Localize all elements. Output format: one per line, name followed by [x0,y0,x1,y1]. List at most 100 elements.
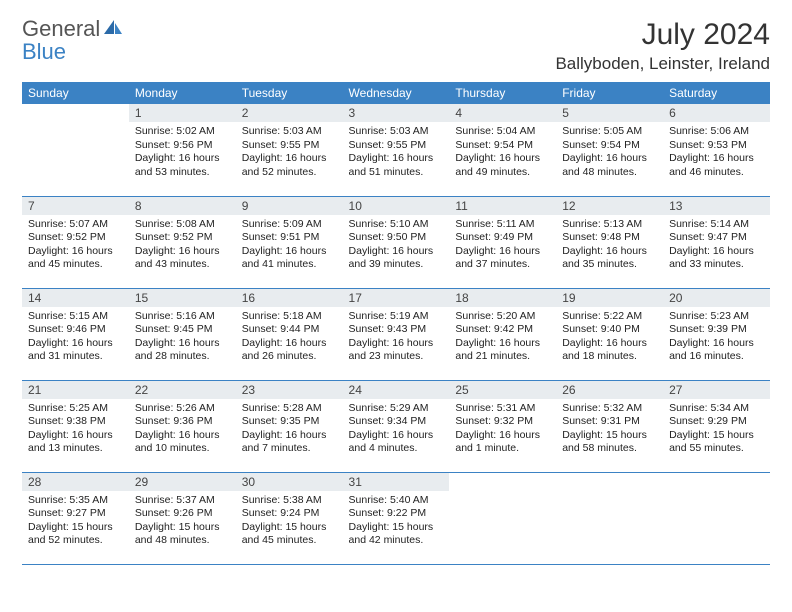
sunset-text: Sunset: 9:40 PM [562,323,657,337]
sunrise-text: Sunrise: 5:08 AM [135,218,230,232]
sunrise-text: Sunrise: 5:13 AM [562,218,657,232]
calendar-week-row: 21Sunrise: 5:25 AMSunset: 9:38 PMDayligh… [22,380,770,472]
sunrise-text: Sunrise: 5:25 AM [28,402,123,416]
daylight-text: Daylight: 16 hours and 52 minutes. [242,152,337,179]
day-body: Sunrise: 5:40 AMSunset: 9:22 PMDaylight:… [343,491,450,555]
day-number: 17 [343,289,450,307]
sunrise-text: Sunrise: 5:37 AM [135,494,230,508]
day-body: Sunrise: 5:16 AMSunset: 9:45 PMDaylight:… [129,307,236,371]
weekday-header: Tuesday [236,82,343,104]
daylight-text: Daylight: 16 hours and 43 minutes. [135,245,230,272]
daylight-text: Daylight: 16 hours and 53 minutes. [135,152,230,179]
calendar-day-cell: 29Sunrise: 5:37 AMSunset: 9:26 PMDayligh… [129,472,236,564]
day-number: 27 [663,381,770,399]
calendar-week-row: 28Sunrise: 5:35 AMSunset: 9:27 PMDayligh… [22,472,770,564]
sunset-text: Sunset: 9:29 PM [669,415,764,429]
day-number: 21 [22,381,129,399]
day-body: Sunrise: 5:03 AMSunset: 9:55 PMDaylight:… [343,122,450,186]
sunset-text: Sunset: 9:54 PM [455,139,550,153]
calendar-day-cell: 10Sunrise: 5:10 AMSunset: 9:50 PMDayligh… [343,196,450,288]
header: General Blue July 2024 Ballyboden, Leins… [22,18,770,74]
day-number: 12 [556,197,663,215]
sunrise-text: Sunrise: 5:23 AM [669,310,764,324]
daylight-text: Daylight: 16 hours and 37 minutes. [455,245,550,272]
calendar-day-cell [449,472,556,564]
calendar-day-cell: 28Sunrise: 5:35 AMSunset: 9:27 PMDayligh… [22,472,129,564]
day-body: Sunrise: 5:20 AMSunset: 9:42 PMDaylight:… [449,307,556,371]
daylight-text: Daylight: 16 hours and 28 minutes. [135,337,230,364]
daylight-text: Daylight: 16 hours and 45 minutes. [28,245,123,272]
calendar-week-row: 14Sunrise: 5:15 AMSunset: 9:46 PMDayligh… [22,288,770,380]
sunrise-text: Sunrise: 5:09 AM [242,218,337,232]
day-number: 19 [556,289,663,307]
calendar-day-cell: 20Sunrise: 5:23 AMSunset: 9:39 PMDayligh… [663,288,770,380]
day-body: Sunrise: 5:06 AMSunset: 9:53 PMDaylight:… [663,122,770,186]
day-body: Sunrise: 5:05 AMSunset: 9:54 PMDaylight:… [556,122,663,186]
day-body: Sunrise: 5:19 AMSunset: 9:43 PMDaylight:… [343,307,450,371]
day-number: 28 [22,473,129,491]
daylight-text: Daylight: 16 hours and 21 minutes. [455,337,550,364]
calendar-day-cell: 13Sunrise: 5:14 AMSunset: 9:47 PMDayligh… [663,196,770,288]
sunset-text: Sunset: 9:35 PM [242,415,337,429]
sunset-text: Sunset: 9:43 PM [349,323,444,337]
day-number: 5 [556,104,663,122]
day-body: Sunrise: 5:31 AMSunset: 9:32 PMDaylight:… [449,399,556,463]
calendar-day-cell: 22Sunrise: 5:26 AMSunset: 9:36 PMDayligh… [129,380,236,472]
day-number: 4 [449,104,556,122]
sunset-text: Sunset: 9:24 PM [242,507,337,521]
calendar-day-cell: 25Sunrise: 5:31 AMSunset: 9:32 PMDayligh… [449,380,556,472]
sunrise-text: Sunrise: 5:19 AM [349,310,444,324]
sunrise-text: Sunrise: 5:06 AM [669,125,764,139]
calendar-table: Sunday Monday Tuesday Wednesday Thursday… [22,82,770,565]
day-body: Sunrise: 5:22 AMSunset: 9:40 PMDaylight:… [556,307,663,371]
day-number: 31 [343,473,450,491]
weekday-header: Thursday [449,82,556,104]
sunset-text: Sunset: 9:42 PM [455,323,550,337]
day-body: Sunrise: 5:18 AMSunset: 9:44 PMDaylight:… [236,307,343,371]
daylight-text: Daylight: 15 hours and 55 minutes. [669,429,764,456]
sunrise-text: Sunrise: 5:10 AM [349,218,444,232]
sunset-text: Sunset: 9:53 PM [669,139,764,153]
calendar-day-cell: 21Sunrise: 5:25 AMSunset: 9:38 PMDayligh… [22,380,129,472]
sunset-text: Sunset: 9:50 PM [349,231,444,245]
calendar-day-cell: 23Sunrise: 5:28 AMSunset: 9:35 PMDayligh… [236,380,343,472]
calendar-day-cell: 14Sunrise: 5:15 AMSunset: 9:46 PMDayligh… [22,288,129,380]
day-number: 9 [236,197,343,215]
calendar-day-cell: 2Sunrise: 5:03 AMSunset: 9:55 PMDaylight… [236,104,343,196]
sunset-text: Sunset: 9:32 PM [455,415,550,429]
daylight-text: Daylight: 16 hours and 16 minutes. [669,337,764,364]
sunrise-text: Sunrise: 5:32 AM [562,402,657,416]
day-number: 25 [449,381,556,399]
daylight-text: Daylight: 16 hours and 41 minutes. [242,245,337,272]
daylight-text: Daylight: 15 hours and 52 minutes. [28,521,123,548]
day-body: Sunrise: 5:25 AMSunset: 9:38 PMDaylight:… [22,399,129,463]
day-body: Sunrise: 5:15 AMSunset: 9:46 PMDaylight:… [22,307,129,371]
day-body: Sunrise: 5:23 AMSunset: 9:39 PMDaylight:… [663,307,770,371]
day-number: 24 [343,381,450,399]
daylight-text: Daylight: 16 hours and 39 minutes. [349,245,444,272]
location: Ballyboden, Leinster, Ireland [555,54,770,74]
daylight-text: Daylight: 15 hours and 48 minutes. [135,521,230,548]
sunrise-text: Sunrise: 5:18 AM [242,310,337,324]
daylight-text: Daylight: 16 hours and 35 minutes. [562,245,657,272]
daylight-text: Daylight: 16 hours and 7 minutes. [242,429,337,456]
sunset-text: Sunset: 9:56 PM [135,139,230,153]
calendar-day-cell: 9 Sunrise: 5:09 AMSunset: 9:51 PMDaylight… [236,196,343,288]
sunset-text: Sunset: 9:51 PM [242,231,337,245]
sunset-text: Sunset: 9:36 PM [135,415,230,429]
weekday-header: Wednesday [343,82,450,104]
logo-word2: Blue [22,39,66,64]
logo: General Blue [22,18,124,64]
sunrise-text: Sunrise: 5:40 AM [349,494,444,508]
sunrise-text: Sunrise: 5:35 AM [28,494,123,508]
day-number: 26 [556,381,663,399]
calendar-week-row: 7Sunrise: 5:07 AMSunset: 9:52 PMDaylight… [22,196,770,288]
sunset-text: Sunset: 9:55 PM [242,139,337,153]
daylight-text: Daylight: 16 hours and 4 minutes. [349,429,444,456]
day-number: 23 [236,381,343,399]
day-number: 14 [22,289,129,307]
sunset-text: Sunset: 9:39 PM [669,323,764,337]
day-body: Sunrise: 5:07 AMSunset: 9:52 PMDaylight:… [22,215,129,279]
calendar-day-cell: 15Sunrise: 5:16 AMSunset: 9:45 PMDayligh… [129,288,236,380]
calendar-day-cell [663,472,770,564]
